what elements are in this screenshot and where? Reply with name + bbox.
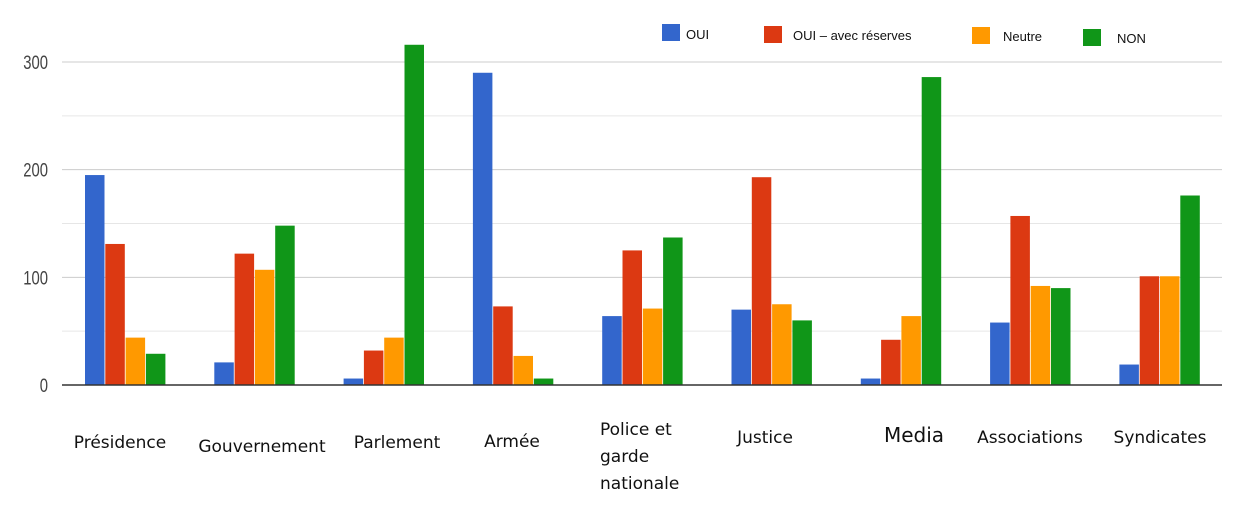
bar xyxy=(921,77,942,385)
y-tick-label: 0 xyxy=(40,375,48,396)
legend: OUI OUI – avec réserves Neutre NON xyxy=(662,24,1146,46)
bar xyxy=(1010,215,1030,385)
bar xyxy=(881,339,901,385)
bar xyxy=(145,353,166,385)
bar xyxy=(1119,364,1139,385)
category-label: Media xyxy=(884,423,944,447)
bar xyxy=(343,378,364,385)
bar xyxy=(404,44,424,385)
legend-label: Neutre xyxy=(1003,29,1042,44)
bar xyxy=(85,175,105,385)
bar xyxy=(493,306,513,385)
legend-swatch xyxy=(972,27,990,44)
bar xyxy=(105,243,125,385)
bar xyxy=(622,250,642,385)
bar xyxy=(275,225,295,385)
bar xyxy=(533,378,554,385)
legend-label: OUI xyxy=(686,27,709,42)
bar xyxy=(1160,276,1180,385)
category-label: Gouvernement xyxy=(198,437,326,457)
y-tick-label: 300 xyxy=(23,52,48,73)
legend-label: OUI – avec réserves xyxy=(793,28,912,43)
category-label: Associations xyxy=(977,428,1083,448)
category-label: Police et garde nationale xyxy=(600,420,679,494)
bar xyxy=(472,72,493,386)
bar xyxy=(214,362,234,385)
bar xyxy=(642,308,663,385)
bar xyxy=(990,322,1010,385)
bar xyxy=(731,309,751,385)
bar xyxy=(1139,276,1160,385)
bar xyxy=(663,237,683,385)
legend-label: NON xyxy=(1117,31,1146,46)
bar xyxy=(254,269,275,385)
legend-swatch xyxy=(1083,29,1101,46)
bar xyxy=(234,253,255,385)
y-tick-label: 100 xyxy=(23,268,48,289)
bar xyxy=(860,378,881,385)
bar xyxy=(1030,285,1051,385)
bar xyxy=(792,320,812,385)
legend-swatch xyxy=(764,26,782,43)
bar xyxy=(901,316,921,385)
bar xyxy=(513,355,533,385)
y-axis-tick-labels: 0 100 200 300 xyxy=(23,52,48,396)
legend-swatch xyxy=(662,24,680,41)
bars xyxy=(85,44,1200,386)
category-label: Justice xyxy=(736,428,793,448)
bar xyxy=(125,337,146,385)
category-labels: Présidence Gouvernement Parlement Armée Poli… xyxy=(74,420,1207,494)
bar xyxy=(751,177,772,385)
bar xyxy=(772,304,792,385)
category-label: Armée xyxy=(484,432,540,452)
bar xyxy=(1180,195,1200,385)
bar xyxy=(363,350,384,385)
category-label: Parlement xyxy=(354,433,441,453)
category-label: Syndicates xyxy=(1114,428,1207,448)
category-label: Présidence xyxy=(74,433,166,453)
bar xyxy=(602,316,622,385)
bar xyxy=(1051,288,1071,385)
y-tick-label: 200 xyxy=(23,160,48,181)
bar xyxy=(384,337,404,385)
